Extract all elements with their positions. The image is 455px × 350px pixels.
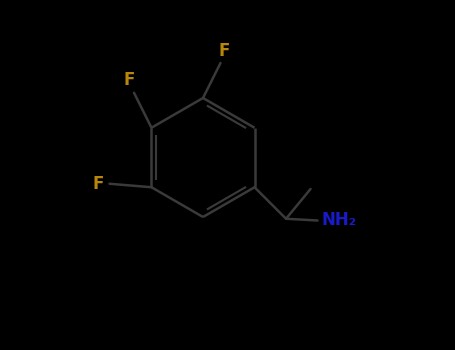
Text: NH₂: NH₂ — [321, 211, 356, 230]
Text: F: F — [93, 175, 104, 193]
Text: F: F — [218, 42, 230, 60]
Text: F: F — [123, 71, 134, 89]
